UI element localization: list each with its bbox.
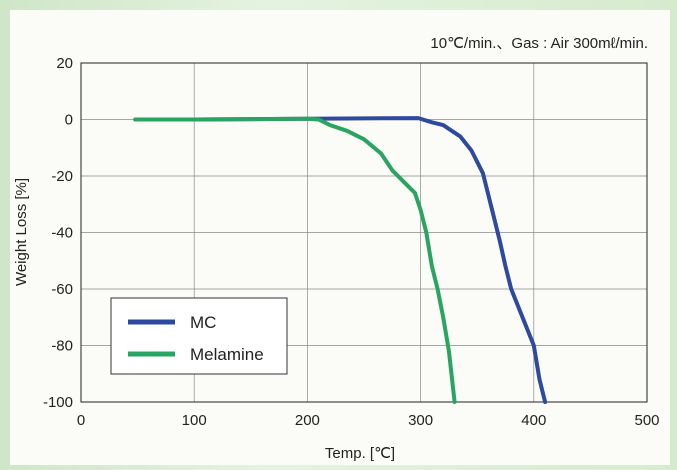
y-tick-label: -20 <box>51 168 73 185</box>
legend-label-mc: MC <box>190 313 216 332</box>
plot-frame <box>80 62 648 403</box>
x-tick-label: 500 <box>634 412 659 429</box>
y-tick-label: 0 <box>65 112 73 129</box>
x-tick-label: 400 <box>521 412 546 429</box>
legend: MC Melamine <box>110 297 288 375</box>
y-tick-label: -60 <box>51 281 73 298</box>
series-line-melamine <box>133 116 457 404</box>
y-axis-title: Weight Loss [%] <box>13 178 30 286</box>
x-axis-title: Temp. [℃] <box>325 445 395 462</box>
series-line-mc <box>133 116 548 404</box>
legend-box <box>110 297 288 375</box>
x-tick-label: 100 <box>182 412 207 429</box>
x-tick-label: 0 <box>77 412 85 429</box>
x-tick-labels: 0 100 200 300 400 500 <box>77 412 660 429</box>
series-layer <box>133 116 548 404</box>
y-tick-labels: 20 0 -20 -40 -60 -80 -100 <box>43 55 73 411</box>
legend-label-melamine: Melamine <box>190 345 264 364</box>
x-tick-label: 200 <box>295 412 320 429</box>
y-tick-label: -100 <box>43 394 73 411</box>
chart-panel <box>10 10 670 465</box>
y-tick-label: -80 <box>51 338 73 355</box>
test-conditions-note: 10℃/min.、Gas : Air 300mℓ/min. <box>430 35 648 52</box>
y-tick-label: 20 <box>56 55 73 72</box>
y-tick-label: -40 <box>51 225 73 242</box>
x-tick-label: 300 <box>408 412 433 429</box>
